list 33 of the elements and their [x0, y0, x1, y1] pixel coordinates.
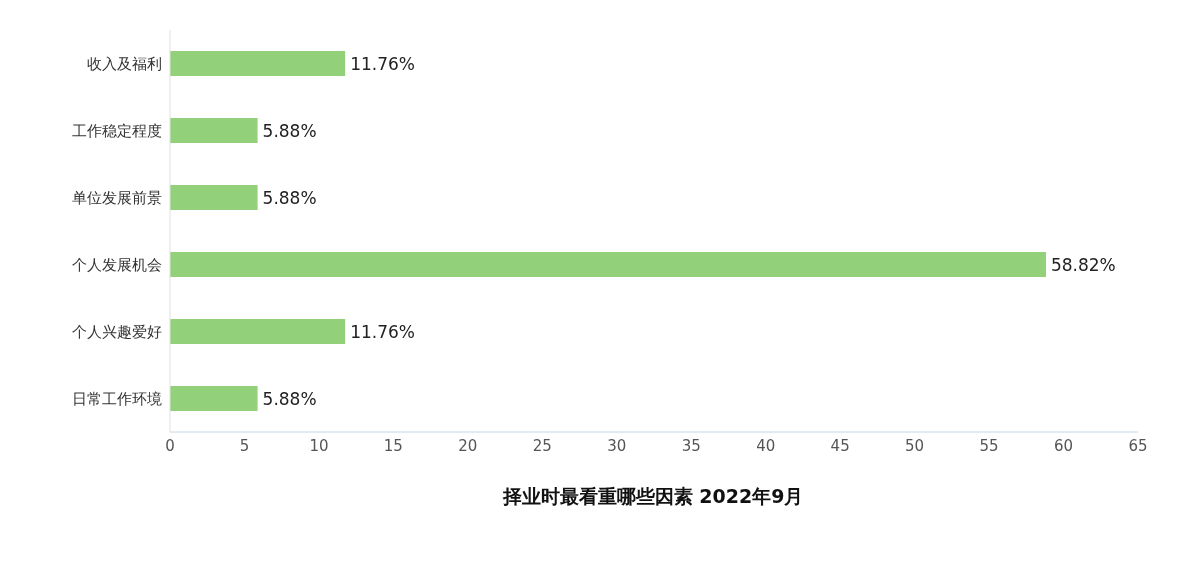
bar: [170, 51, 346, 76]
bar: [170, 319, 346, 344]
x-tick-label: 50: [905, 436, 925, 455]
data-label: 11.76%: [350, 53, 415, 74]
data-label: 58.82%: [1050, 254, 1116, 275]
x-tick-label: 20: [458, 436, 478, 455]
x-tick-label: 60: [1053, 436, 1074, 455]
data-label: 5.88%: [262, 120, 317, 141]
x-tick-label: 65: [1128, 436, 1148, 455]
x-tick-label: 5: [239, 436, 250, 455]
x-tick-label: 0: [165, 436, 175, 455]
x-tick-label: 45: [830, 436, 850, 455]
y-tick-label: 个人兴趣爱好: [72, 322, 162, 341]
y-tick-label: 收入及福利: [87, 54, 162, 73]
bar: [170, 118, 258, 143]
bar: [170, 386, 258, 411]
x-tick-label: 40: [756, 436, 776, 455]
x-tick-label: 25: [532, 436, 552, 455]
y-tick-label: 日常工作环境: [72, 389, 162, 408]
y-tick-label: 单位发展前景: [72, 188, 162, 207]
text: 择业时最看重哪些因素 2022年9月: [501, 484, 805, 509]
x-tick-label: 55: [979, 436, 999, 455]
data-label: 5.88%: [262, 388, 317, 409]
y-tick-label: 个人发展机会: [72, 255, 162, 274]
bar: [170, 252, 1046, 277]
data-label: 11.76%: [350, 321, 415, 342]
y-tick-label: 工作稳定程度: [72, 121, 162, 140]
x-tick-label: 30: [607, 436, 627, 455]
x-tick-label: 15: [383, 436, 403, 455]
x-tick-label: 35: [681, 436, 701, 455]
data-label: 5.88%: [262, 187, 317, 208]
x-tick-label: 10: [309, 436, 329, 455]
bar: [170, 185, 258, 210]
